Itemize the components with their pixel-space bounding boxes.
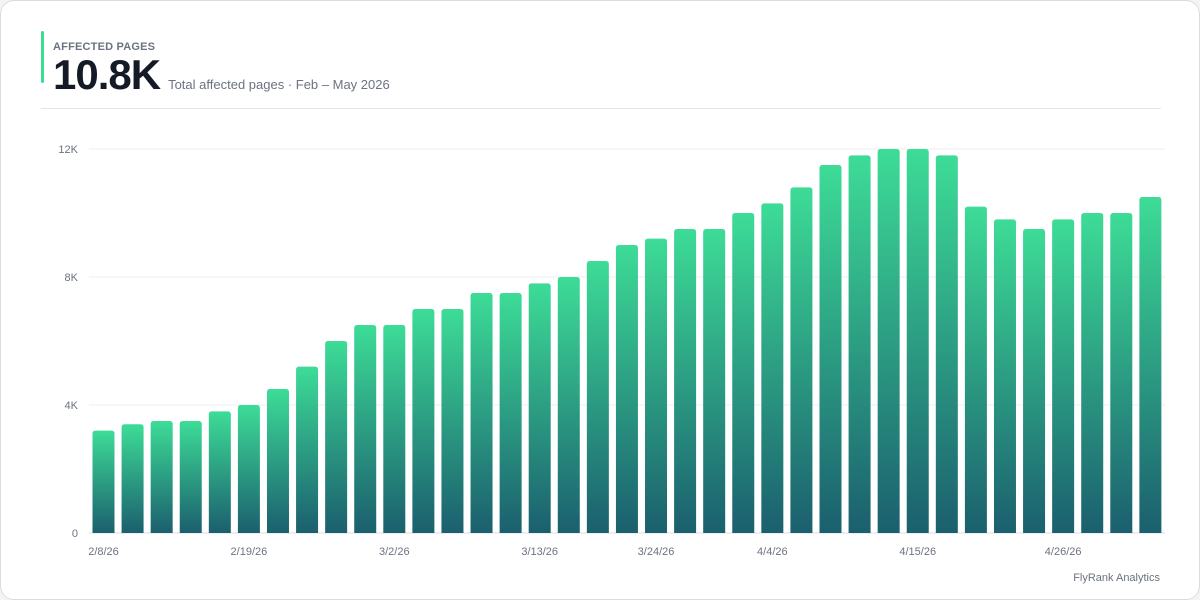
bar[interactable]: [906, 149, 929, 533]
kpi-subtitle: Total affected pages · Feb – May 2026: [168, 77, 390, 92]
bar[interactable]: [470, 293, 493, 533]
bar[interactable]: [208, 411, 231, 533]
bar[interactable]: [1081, 213, 1104, 533]
kpi-label: AFFECTED PAGES: [53, 41, 156, 53]
y-tick-label: 8K: [65, 272, 79, 284]
kpi-header: AFFECTED PAGES 10.8K Total affected page…: [41, 31, 390, 98]
bar[interactable]: [674, 229, 697, 533]
bar[interactable]: [877, 149, 900, 533]
bar[interactable]: [1023, 229, 1046, 533]
bar[interactable]: [964, 206, 987, 533]
y-tick-label: 12K: [58, 144, 78, 156]
bar[interactable]: [848, 155, 871, 533]
x-tick-label: 3/24/26: [638, 546, 675, 558]
bar[interactable]: [179, 421, 202, 533]
bar[interactable]: [557, 277, 580, 533]
bar[interactable]: [819, 165, 842, 533]
bar[interactable]: [499, 293, 522, 533]
bar[interactable]: [266, 389, 289, 533]
bar[interactable]: [586, 261, 609, 533]
bars: [92, 149, 1162, 533]
x-tick-label: 4/15/26: [899, 546, 936, 558]
bar[interactable]: [703, 229, 726, 533]
bar[interactable]: [732, 213, 755, 533]
bar[interactable]: [412, 309, 435, 533]
x-tick-label: 4/4/26: [757, 546, 788, 558]
y-tick-label: 0: [72, 528, 78, 540]
bar[interactable]: [1052, 219, 1075, 533]
bar[interactable]: [1110, 213, 1133, 533]
bar[interactable]: [528, 283, 551, 533]
x-axis-ticks: 2/8/26 2/19/26 3/2/26 3/13/26 3/24/26 4/4/26 4…: [88, 546, 1081, 558]
bar[interactable]: [761, 203, 784, 533]
accent-bar: [41, 31, 44, 83]
kpi-row: 10.8K Total affected pages · Feb – May 2…: [53, 51, 390, 99]
bar[interactable]: [121, 424, 144, 533]
x-tick-label: 2/19/26: [231, 546, 268, 558]
bar[interactable]: [441, 309, 464, 533]
x-tick-label: 2/8/26: [88, 546, 119, 558]
bar[interactable]: [296, 366, 319, 533]
bar[interactable]: [237, 405, 260, 533]
header-divider: [41, 108, 1161, 109]
y-axis-ticks: 0 4K 8K 12K: [58, 144, 78, 540]
bar[interactable]: [150, 421, 173, 533]
bar[interactable]: [615, 245, 638, 533]
bar[interactable]: [993, 219, 1016, 533]
kpi-value: 10.8K: [53, 51, 161, 98]
bar[interactable]: [645, 238, 668, 533]
x-tick-label: 3/2/26: [379, 546, 410, 558]
bar[interactable]: [383, 325, 406, 533]
bar[interactable]: [354, 325, 377, 533]
bar[interactable]: [935, 155, 958, 533]
y-tick-label: 4K: [65, 400, 79, 412]
x-tick-label: 4/26/26: [1045, 546, 1082, 558]
footer-brand: FlyRank Analytics: [1073, 572, 1160, 584]
bar[interactable]: [790, 187, 813, 533]
bar[interactable]: [92, 430, 115, 533]
x-tick-label: 3/13/26: [521, 546, 558, 558]
bar[interactable]: [325, 341, 348, 533]
bar[interactable]: [1139, 197, 1162, 533]
